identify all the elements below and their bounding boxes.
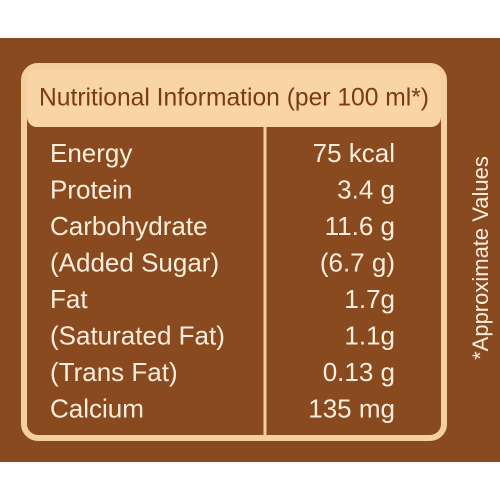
nutrient-value: 11.6 g <box>325 211 395 241</box>
nutrient-value: 1.1g <box>344 320 395 350</box>
nutrient-value: 135 mg <box>308 393 395 423</box>
table-body: Energy 75 kcal Protein 3.4 g Carbohydrate 11.… <box>50 138 395 424</box>
nutrient-name: Protein <box>50 174 132 204</box>
footnote: *Approximate Values <box>468 156 493 360</box>
nutrient-name: Carbohydrate <box>50 211 208 241</box>
nutrient-value: (6.7 g) <box>320 247 395 277</box>
nutrient-name: (Saturated Fat) <box>50 320 225 350</box>
nutrient-name: Energy <box>50 138 132 168</box>
table-border <box>21 63 447 441</box>
nutrient-name: (Added Sugar) <box>50 247 219 277</box>
header-band <box>27 69 441 127</box>
nutrient-value: 0.13 g <box>323 357 395 387</box>
nutrient-name: Fat <box>50 284 88 314</box>
nutrient-value: 3.4 g <box>337 174 395 204</box>
nutrient-name: (Trans Fat) <box>50 357 178 387</box>
table-title: Nutritional Information (per 100 ml*) <box>39 84 429 112</box>
nutrient-value: 75 kcal <box>313 138 395 168</box>
nutrient-value: 1.7g <box>344 284 395 314</box>
nutrient-name: Calcium <box>50 393 144 423</box>
